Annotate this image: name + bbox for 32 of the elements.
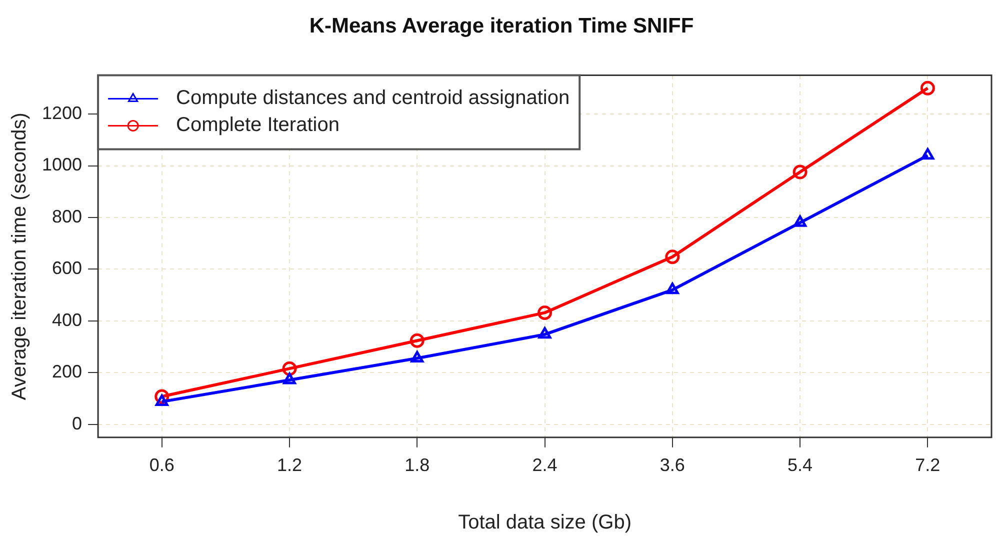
point bbox=[794, 215, 806, 227]
y-tick-label: 1000 bbox=[42, 154, 82, 175]
point bbox=[155, 394, 168, 406]
y-tick-label: 400 bbox=[52, 310, 82, 330]
point bbox=[921, 148, 934, 160]
x-tick-label: 1.8 bbox=[404, 455, 430, 476]
point bbox=[665, 250, 680, 264]
y-axis-title: Average iteration time (seconds) bbox=[8, 112, 31, 400]
y-tick-label: 200 bbox=[52, 362, 82, 382]
x-axis-title: Total data size (Gb) bbox=[458, 512, 632, 534]
y-tick-label: 800 bbox=[52, 206, 82, 226]
x-tick-label: 2.4 bbox=[532, 455, 558, 476]
x-tick-label: 3.6 bbox=[660, 455, 685, 476]
y-tick-label: 1200 bbox=[42, 102, 82, 123]
point bbox=[666, 282, 679, 294]
legend-label: Compute distances and centroid assignation bbox=[176, 87, 570, 110]
point bbox=[538, 305, 552, 320]
point bbox=[282, 361, 297, 376]
chart-title: K-Means Average iteration Time SNIFF bbox=[309, 14, 694, 38]
y-tick-label: 600 bbox=[52, 258, 82, 278]
x-tick-label: 0.6 bbox=[149, 455, 174, 476]
point bbox=[283, 372, 296, 384]
point bbox=[920, 80, 935, 96]
y-tick-label: 0 bbox=[72, 413, 82, 434]
x-tick-label: 5.4 bbox=[788, 455, 813, 476]
x-tick-label: 1.2 bbox=[276, 455, 302, 476]
point bbox=[792, 164, 808, 180]
point bbox=[410, 350, 424, 362]
legend-label: Complete Iteration bbox=[176, 114, 340, 136]
point bbox=[410, 333, 424, 348]
x-tick-label: 7.2 bbox=[915, 455, 940, 476]
point bbox=[538, 327, 552, 339]
